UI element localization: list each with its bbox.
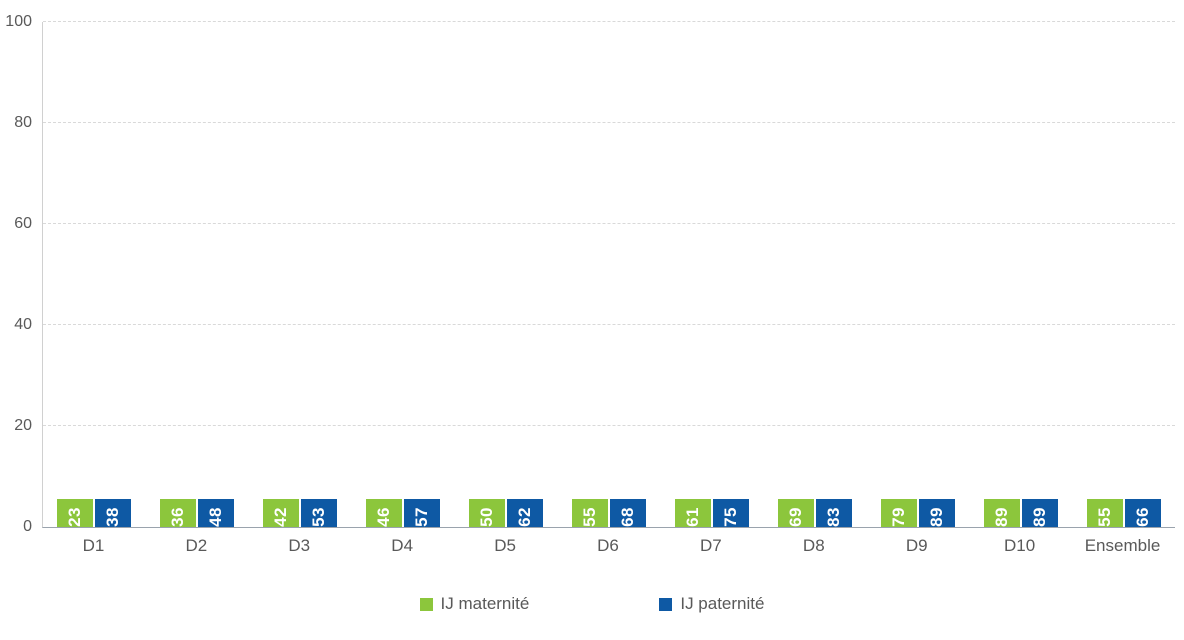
bar-group-d7: 61 75 xyxy=(674,499,749,527)
bar-paternite-d7: 75 xyxy=(712,499,749,527)
y-axis-tick-label: 100 xyxy=(5,13,32,30)
bar-paternite-d1: 38 xyxy=(95,499,132,527)
gridline xyxy=(43,122,1175,123)
x-axis-label-d4: D4 xyxy=(391,536,414,555)
plot-area: 23 38 36 48 42 53 46 57 50 62 55 68 61 75 69 83 79 89 89 89… xyxy=(42,21,1175,528)
x-axis-label-d2: D2 xyxy=(185,536,208,555)
legend-item-paternite: IJ paternité xyxy=(659,594,764,614)
y-axis-tick-label: 60 xyxy=(14,215,32,232)
bar-maternite-d4: 46 xyxy=(366,499,403,527)
bar-value-label: 89 xyxy=(991,507,1011,527)
x-axis: D1 D2 D3 D4 D5 D6 D7 D8 D9 D10 Ensemble xyxy=(42,536,1174,556)
bar-group-d3: 42 53 xyxy=(263,499,338,527)
legend-label: IJ maternité xyxy=(440,594,530,613)
x-axis-label-d1: D1 xyxy=(82,536,105,555)
bar-maternite-d6: 55 xyxy=(571,499,608,527)
bar-value-label: 68 xyxy=(617,507,637,527)
legend-swatch-icon xyxy=(419,597,433,611)
bar-value-label: 89 xyxy=(1029,507,1049,527)
bar-group-d8: 69 83 xyxy=(777,499,852,527)
bar-maternite-ensemble: 55 xyxy=(1086,499,1123,527)
y-axis-tick-label: 80 xyxy=(14,114,32,131)
bar-group-d6: 55 68 xyxy=(571,499,646,527)
bar-paternite-d3: 53 xyxy=(301,499,338,527)
gridline xyxy=(43,223,1175,224)
gridline xyxy=(43,324,1175,325)
bar-paternite-d4: 57 xyxy=(404,499,441,527)
bar-paternite-d8: 83 xyxy=(815,499,852,527)
bar-value-label: 62 xyxy=(515,507,535,527)
bar-maternite-d8: 69 xyxy=(777,499,814,527)
bar-paternite-d5: 62 xyxy=(507,499,544,527)
y-axis-tick-label: 40 xyxy=(14,316,32,333)
bar-maternite-d7: 61 xyxy=(674,499,711,527)
bar-group-ensemble: 55 66 xyxy=(1086,499,1161,527)
bar-value-label: 48 xyxy=(206,507,226,527)
legend-label: IJ paternité xyxy=(680,594,765,613)
bar-maternite-d3: 42 xyxy=(263,499,300,527)
bar-group-d1: 23 38 xyxy=(57,499,132,527)
bar-maternite-d5: 50 xyxy=(469,499,506,527)
legend-item-maternite: IJ maternité xyxy=(419,594,530,614)
bar-group-d2: 36 48 xyxy=(160,499,235,527)
bar-paternite-d6: 68 xyxy=(609,499,646,527)
bar-paternite-d10: 89 xyxy=(1021,499,1058,527)
bar-value-label: 83 xyxy=(823,507,843,527)
bar-value-label: 66 xyxy=(1132,507,1152,527)
bar-maternite-d10: 89 xyxy=(983,499,1020,527)
legend: IJ maternité IJ paternité xyxy=(0,594,1184,614)
bar-value-label: 57 xyxy=(412,507,432,527)
x-axis-label-d5: D5 xyxy=(494,536,516,555)
x-axis-label-d10: D10 xyxy=(1004,536,1036,555)
y-axis-tick-label: 0 xyxy=(23,518,32,535)
bar-value-label: 46 xyxy=(374,507,394,527)
bar-group-d4: 46 57 xyxy=(366,499,441,527)
x-axis-label-ensemble: Ensemble xyxy=(1084,536,1161,555)
bar-group-d9: 79 89 xyxy=(880,499,955,527)
y-axis-tick-label: 20 xyxy=(14,417,32,434)
x-axis-label-d6: D6 xyxy=(597,536,619,555)
bar-value-label: 89 xyxy=(926,507,946,527)
bar-maternite-d9: 79 xyxy=(880,499,917,527)
gridline xyxy=(43,21,1175,22)
bar-value-label: 75 xyxy=(720,507,740,527)
bar-value-label: 23 xyxy=(65,507,85,527)
bars-container: 23 38 36 48 42 53 46 57 50 62 55 68 61 75 69 83 79 89 89 89… xyxy=(43,22,1175,527)
bar-paternite-d9: 89 xyxy=(918,499,955,527)
x-axis-label-d7: D7 xyxy=(700,536,722,555)
bar-value-label: 61 xyxy=(682,507,702,527)
gridline xyxy=(43,425,1175,426)
x-axis-label-d3: D3 xyxy=(288,536,311,555)
bar-paternite-d2: 48 xyxy=(198,499,235,527)
bar-value-label: 53 xyxy=(309,507,329,527)
bar-group-d10: 89 89 xyxy=(983,499,1058,527)
bar-maternite-d2: 36 xyxy=(160,499,197,527)
y-axis: 0 20 40 60 80 100 xyxy=(0,14,36,535)
bar-value-label: 50 xyxy=(477,507,497,527)
bar-maternite-d1: 23 xyxy=(57,499,94,527)
bar-value-label: 38 xyxy=(103,507,123,527)
bar-value-label: 42 xyxy=(271,507,291,527)
bar-value-label: 55 xyxy=(579,507,599,527)
bar-group-d5: 50 62 xyxy=(469,499,544,527)
bar-value-label: 36 xyxy=(168,507,188,527)
legend-swatch-icon xyxy=(659,597,673,611)
x-axis-label-d8: D8 xyxy=(802,536,825,555)
bar-value-label: 55 xyxy=(1094,507,1114,527)
x-axis-label-d9: D9 xyxy=(905,536,928,555)
bar-paternite-ensemble: 66 xyxy=(1124,499,1161,527)
bar-value-label: 69 xyxy=(785,507,805,527)
bar-value-label: 79 xyxy=(888,507,908,527)
